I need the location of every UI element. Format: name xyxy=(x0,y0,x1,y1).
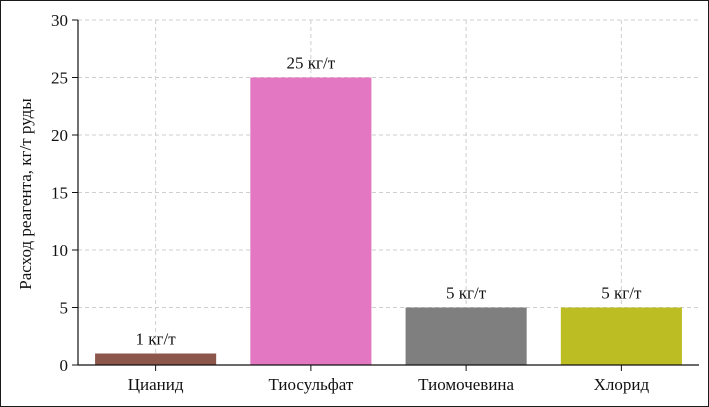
y-tick-label: 30 xyxy=(51,11,68,30)
data-label: 5 кг/т xyxy=(601,284,642,303)
bar-3 xyxy=(405,307,527,365)
axes xyxy=(72,19,699,371)
x-tick-label: Тиосульфат xyxy=(268,375,353,394)
data-label: 25 кг/т xyxy=(287,54,336,73)
bar-4 xyxy=(560,307,682,365)
data-label: 1 кг/т xyxy=(136,330,177,349)
x-tick-label: Хлорид xyxy=(594,375,650,394)
y-tick-label: 5 xyxy=(60,299,69,318)
x-tick-label: Тиомочевина xyxy=(418,375,514,394)
bar-1 xyxy=(95,353,217,365)
bars xyxy=(95,77,682,365)
y-axis-title: Расход реагента, кг/т руды xyxy=(16,98,35,290)
y-tick-label: 25 xyxy=(51,69,68,88)
y-tick-label: 0 xyxy=(60,356,69,375)
y-tick-label: 15 xyxy=(51,184,68,203)
y-tick-label: 10 xyxy=(51,241,68,260)
bar-2 xyxy=(250,77,372,365)
labels: 0 5 10 15 20 25 30 Цианид 1 кг/т Тиосульфат 25 кг/… xyxy=(51,11,649,394)
data-label: 5 кг/т xyxy=(446,284,487,303)
x-tick-label: Цианид xyxy=(128,375,184,394)
y-tick-label: 20 xyxy=(51,126,68,145)
